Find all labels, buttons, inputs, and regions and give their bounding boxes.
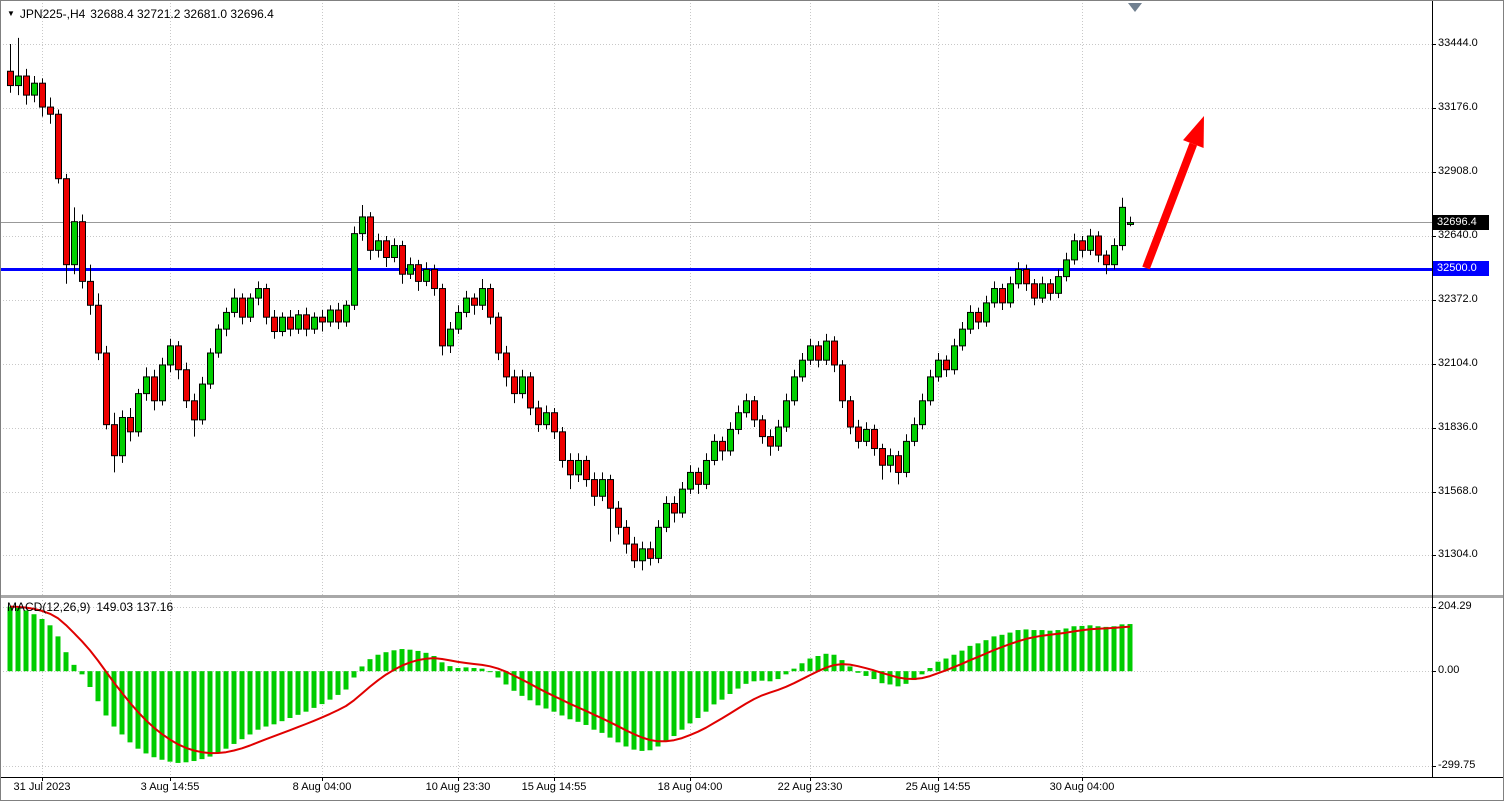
- price-tick-label: 31304.0: [1438, 548, 1478, 561]
- grid: [0, 0, 1432, 777]
- price-axis[interactable]: 33444.0 33176.0 32908.0 32640.0 32372.0 32104…: [1433, 0, 1504, 777]
- price-tick-label: 33444.0: [1438, 37, 1478, 50]
- trend-arrow-shaft: [1142, 142, 1198, 270]
- trend-arrow-head: [1183, 116, 1204, 148]
- macd-signal-line: [9, 605, 1131, 755]
- time-tick-label: 3 Aug 14:55: [140, 781, 200, 793]
- level-price-badge: 32500.0: [1433, 261, 1489, 277]
- candles: [7, 37, 1134, 571]
- chart-title-bar: ▼ JPN225-,H4 32688.4 32721.2 32681.0 326…: [7, 7, 274, 21]
- current-price-badge: 32696.4: [1433, 214, 1489, 230]
- macd-histogram: [7, 606, 1133, 763]
- time-tick-label: 8 Aug 04:00: [292, 781, 352, 793]
- price-tick-label: 204.29: [1438, 599, 1472, 612]
- price-tick-label: 0.00: [1438, 664, 1460, 677]
- time-tick-label: 22 Aug 23:30: [777, 781, 843, 793]
- price-tick-label: 32908.0: [1438, 165, 1478, 178]
- macd-indicator-label: MACD(12,26,9) 149.03 137.16: [7, 600, 173, 614]
- time-tick-label: 25 Aug 14:55: [905, 781, 971, 793]
- price-tick-label: 33176.0: [1438, 101, 1478, 114]
- price-tick-label: 32640.0: [1438, 229, 1478, 241]
- macd-name-label: MACD(12,26,9): [7, 600, 91, 614]
- macd-values-label: 149.03 137.16: [96, 600, 174, 614]
- time-axis[interactable]: 31 Jul 2023 3 Aug 14:55 8 Aug 04:00 10 Aug …: [0, 777, 1432, 801]
- time-tick-label: 18 Aug 04:00: [657, 781, 723, 793]
- price-tick-label: 32104.0: [1438, 357, 1478, 369]
- chart-menu-icon[interactable]: ▼: [7, 9, 15, 18]
- price-tick-label: 31836.0: [1438, 420, 1478, 433]
- price-tick-label: 31568.0: [1438, 484, 1478, 497]
- symbol-period-label: JPN225-,H4: [19, 7, 86, 21]
- price-tick-label: -299.75: [1438, 759, 1476, 771]
- time-tick-label: 10 Aug 23:30: [425, 781, 491, 793]
- time-tick-label: 15 Aug 14:55: [521, 781, 587, 793]
- ohlc-values-label: 32688.4 32721.2 32681.0 32696.4: [90, 7, 274, 21]
- top-marker-icon: [1128, 3, 1142, 12]
- time-tick-label: 30 Aug 04:00: [1049, 781, 1115, 793]
- time-tick-label: 31 Jul 2023: [13, 781, 71, 793]
- price-tick-label: 32372.0: [1438, 293, 1478, 305]
- pane-separator: [0, 595, 1504, 598]
